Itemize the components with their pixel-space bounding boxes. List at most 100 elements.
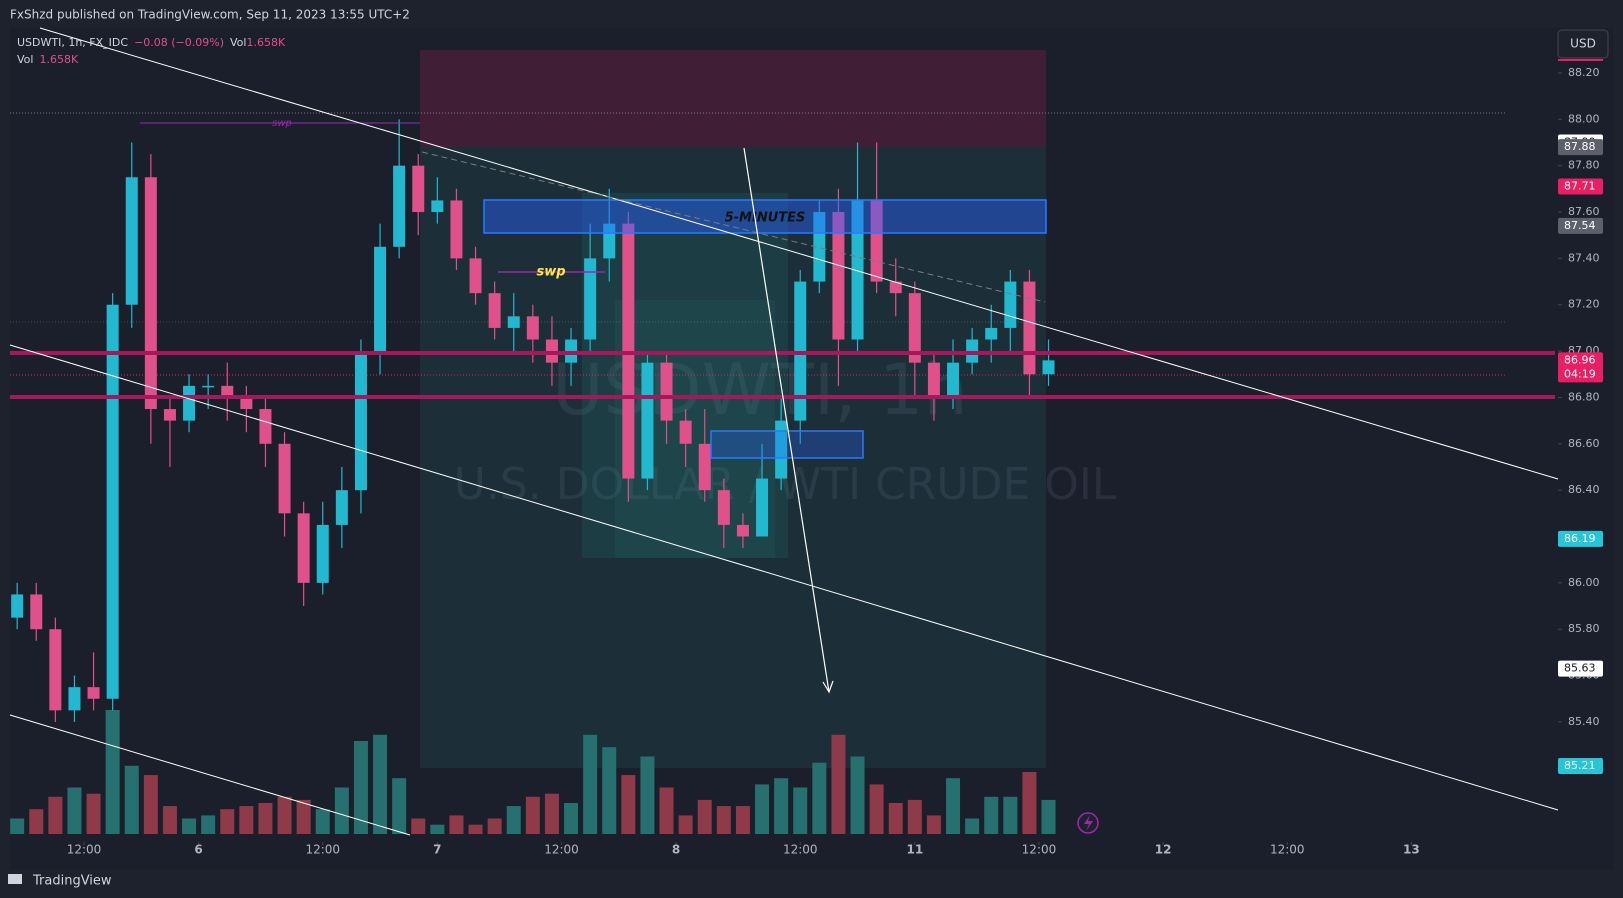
symbol: USDWTI, 1h, FX_IDC — [17, 36, 128, 49]
y-tick-label: 87.60 — [1568, 205, 1600, 218]
candle-body — [1023, 281, 1036, 375]
volume-bar — [640, 756, 655, 834]
candle-body — [985, 327, 998, 340]
candle-body — [870, 200, 883, 282]
price-label-bg — [1558, 139, 1603, 156]
sweep-label: swp — [536, 265, 565, 280]
volume-bar — [182, 818, 197, 834]
volume-bar — [487, 818, 502, 834]
y-tick-label: 86.40 — [1568, 483, 1600, 496]
x-tick-label: 12:00 — [1270, 843, 1305, 857]
currency[interactable]: USD — [1570, 37, 1596, 51]
candle-body — [240, 397, 253, 410]
x-tick-label: 6 — [194, 843, 202, 857]
price-label-bg — [1558, 660, 1603, 677]
vol-value: 1.658K — [39, 53, 78, 66]
y-tick-label: 87.80 — [1568, 159, 1600, 172]
candle-body — [908, 293, 921, 363]
candle-body — [947, 362, 960, 398]
volume-bar — [888, 803, 903, 834]
x-tick-label: 13 — [1403, 843, 1420, 857]
currency-button[interactable] — [1557, 29, 1609, 59]
volume-bar — [162, 806, 177, 834]
volume-bar — [869, 784, 884, 834]
trendline — [9, 714, 411, 836]
candle-body — [297, 513, 310, 583]
candle-body — [87, 687, 100, 699]
candle-body — [144, 177, 157, 410]
volume-bar — [1041, 799, 1056, 834]
candle-body — [889, 281, 902, 294]
volume-bar — [239, 806, 254, 834]
volume-bar — [468, 824, 483, 834]
volume-bar — [411, 818, 426, 834]
volume-bar — [831, 734, 846, 834]
volume-bar — [10, 818, 25, 834]
price-label-bg — [1558, 178, 1603, 195]
y-tick-label: 86.00 — [1568, 576, 1600, 589]
volume-bar — [29, 809, 44, 834]
alert-bolt — [1084, 815, 1093, 831]
candle-body — [278, 443, 291, 514]
vol-value: 1.658K — [246, 36, 285, 49]
x-tick-label: 12 — [1155, 843, 1172, 857]
volume-bar — [1003, 796, 1018, 834]
volume-bar — [755, 784, 770, 834]
candle-body — [259, 409, 272, 444]
price-label-bg — [1558, 757, 1603, 774]
candle-body — [68, 687, 81, 711]
candle-body — [584, 258, 597, 340]
countdown: 04:19 — [1564, 367, 1596, 380]
volume-bar — [86, 793, 101, 834]
price-label: 87.88 — [1564, 140, 1596, 153]
vol-label: Vol — [17, 53, 33, 66]
price-label: 85.63 — [1564, 662, 1596, 675]
x-tick-label: 12:00 — [1022, 843, 1057, 857]
x-tick-label: 8 — [672, 843, 680, 857]
candle-body — [11, 594, 24, 618]
candle-body — [641, 362, 654, 479]
change: −0.08 (−0.09%) — [134, 36, 224, 49]
volume-bar — [984, 796, 999, 834]
volume-bar — [907, 799, 922, 834]
candle-body — [526, 316, 539, 340]
arrow-head — [822, 680, 834, 694]
logo — [8, 874, 22, 884]
x-tick-label: 12:00 — [305, 843, 340, 857]
candle-body — [660, 362, 673, 421]
price-label-bg — [1558, 530, 1603, 547]
price-label: 85.21 — [1564, 759, 1596, 772]
volume-bar — [850, 756, 865, 834]
volume-bar — [277, 796, 292, 834]
volume-bar — [1022, 772, 1037, 834]
candle-body — [125, 177, 138, 305]
volume-bar — [544, 793, 559, 834]
y-tick-label: 86.60 — [1568, 437, 1600, 450]
candle-body — [374, 246, 387, 352]
vol-label: Vol — [230, 36, 246, 49]
publish-header: FxShzd published on TradingView.com, Sep… — [10, 8, 410, 22]
volume-bar — [334, 787, 349, 834]
trendline — [39, 27, 1559, 480]
volume-bar — [965, 818, 980, 834]
candle-body — [679, 420, 692, 444]
candle-body — [1042, 360, 1055, 375]
volume-bar — [67, 787, 82, 834]
candle-body — [30, 594, 43, 630]
price-label-bg — [1558, 217, 1603, 234]
volume-bar — [525, 796, 540, 834]
volume-bar — [430, 824, 445, 834]
candle-body — [851, 200, 864, 340]
volume-bar — [296, 799, 311, 834]
footer: TradingView — [32, 874, 112, 889]
volume-bar — [812, 762, 827, 834]
candle-body — [431, 200, 444, 213]
legend: USDWTI, 1h, FX_IDC −0.08 (−0.09%) Vol1.658… — [17, 36, 286, 49]
dashed-line — [421, 151, 1046, 303]
candle-body — [717, 490, 730, 525]
zone-label: 5-MINUTES — [725, 211, 806, 226]
candle-body — [49, 629, 62, 711]
candle-body — [221, 385, 234, 398]
volume-bar — [220, 809, 235, 834]
